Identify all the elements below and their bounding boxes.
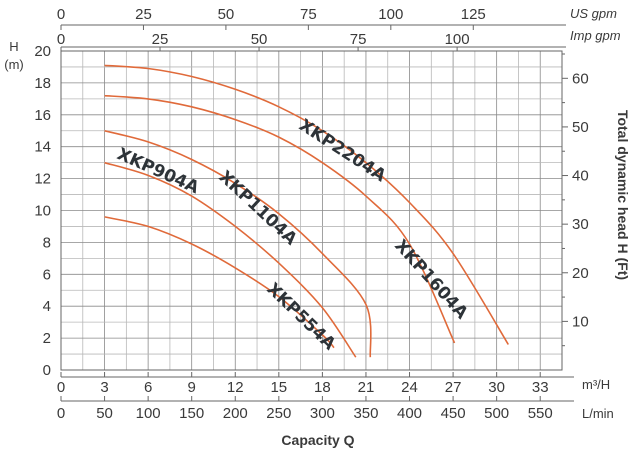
- y-tick-label-m: 2: [43, 330, 51, 347]
- x-tick-label-lmin: 500: [484, 405, 509, 422]
- y-tick-label-ft: 30: [572, 216, 589, 233]
- x-axis-impgpm-ticks: 0 25 50 75 100: [57, 31, 566, 51]
- x-axis-title: Capacity Q: [281, 432, 354, 448]
- curve-label-xkp904a: XKP904A: [114, 144, 203, 198]
- series-line-xkp904a: [104, 161, 357, 358]
- x-tick-label-impgpm: 50: [251, 31, 268, 48]
- x-tick-label-lmin: 150: [179, 405, 204, 422]
- x-tick-label-m3h: 30: [488, 379, 505, 396]
- x-tick-label-usgpm: 100: [378, 6, 403, 23]
- x-tick-label-impgpm: 0: [57, 31, 65, 48]
- y-tick-label-m: 14: [34, 139, 51, 156]
- y-label-h: H: [9, 39, 18, 54]
- x-tick-label-usgpm: 25: [135, 6, 152, 23]
- x-tick-label-usgpm: 50: [218, 6, 235, 23]
- y-axis-ft-ticks: 10 20 30 40 50 60: [562, 53, 589, 347]
- y-axis-right-title: Total dynamic head H (Ft): [615, 110, 631, 280]
- y-tick-label-m: 18: [34, 75, 51, 92]
- x-tick-label-m3h: 15: [270, 379, 287, 396]
- y-label-unit-m: (m): [4, 57, 24, 72]
- x-axis-m3h-ticks: 0 3 6 9 12 15 18 21 24 27 30 33: [57, 372, 574, 396]
- y-tick-label-m: 0: [43, 362, 51, 379]
- x-axis-lmin-unit: L/min: [582, 406, 614, 421]
- y-tick-label-ft: 60: [572, 70, 589, 87]
- plot-frame: [60, 50, 563, 371]
- series-line-xkp554a: [104, 216, 335, 349]
- x-tick-label-m3h: 27: [445, 379, 462, 396]
- x-tick-label-lmin: 550: [528, 405, 553, 422]
- y-tick-label-ft: 50: [572, 119, 589, 136]
- series-line-xkp1604a: [104, 94, 456, 344]
- series-line-xkp1104a: [104, 130, 372, 358]
- y-tick-label-m: 12: [34, 171, 51, 188]
- y-tick-label-ft: 10: [572, 313, 589, 330]
- y-tick-label-m: 10: [34, 203, 51, 220]
- x-tick-label-impgpm: 100: [445, 31, 470, 48]
- x-tick-label-m3h: 21: [358, 379, 375, 396]
- x-tick-label-impgpm: 75: [350, 31, 367, 48]
- y-tick-label-m: 4: [43, 298, 51, 315]
- series-line-xkp2204a: [104, 64, 509, 345]
- x-tick-label-m3h: 0: [57, 379, 65, 396]
- x-tick-label-lmin: 400: [397, 405, 422, 422]
- y-tick-label-m: 8: [43, 234, 51, 251]
- x-tick-label-lmin: 200: [223, 405, 248, 422]
- x-tick-label-m3h: 12: [227, 379, 244, 396]
- x-tick-label-usgpm: 75: [300, 6, 317, 23]
- curve-label-xkp1104a: XKP1104A: [215, 167, 302, 250]
- x-tick-label-m3h: 33: [532, 379, 549, 396]
- x-tick-label-lmin: 300: [310, 405, 335, 422]
- x-tick-label-m3h: 6: [144, 379, 152, 396]
- x-axis-usgpm-ticks: 0 25 50 75 100 125: [57, 6, 566, 30]
- grid-lines: [61, 51, 562, 370]
- x-axis-usgpm-unit: US gpm: [570, 6, 617, 21]
- x-tick-label-impgpm: 25: [152, 31, 169, 48]
- x-tick-label-usgpm: 125: [461, 6, 486, 23]
- x-tick-label-usgpm: 0: [57, 6, 65, 23]
- y-axis-m-ticks: 0 2 4 6 8 10 12 14 16 18 20: [34, 43, 51, 379]
- curve-label-xkp2204a: XKP2204A: [295, 115, 390, 186]
- x-axis-m3h-unit: m³/H: [582, 377, 610, 392]
- x-tick-label-lmin: 0: [57, 405, 65, 422]
- x-tick-label-lmin: 250: [266, 405, 291, 422]
- y-tick-label-ft: 20: [572, 265, 589, 282]
- x-tick-label-m3h: 18: [314, 379, 331, 396]
- y-tick-label-m: 16: [34, 107, 51, 124]
- x-tick-label-m3h: 3: [100, 379, 108, 396]
- y-tick-label-m: 6: [43, 266, 51, 283]
- x-tick-label-m3h: 24: [401, 379, 418, 396]
- series-lines: [104, 64, 509, 358]
- x-tick-label-lmin: 100: [136, 405, 161, 422]
- y-tick-label-m: 20: [34, 43, 51, 60]
- x-tick-label-m3h: 9: [188, 379, 196, 396]
- x-axis-impgpm-unit: Imp gpm: [570, 28, 621, 43]
- x-axis-lmin-ticks: 0 50 100 150 200 250 300 350 400 450 500 550: [57, 396, 574, 422]
- y-tick-label-ft: 40: [572, 168, 589, 185]
- x-tick-label-lmin: 450: [441, 405, 466, 422]
- x-tick-label-lmin: 50: [96, 405, 113, 422]
- x-tick-label-lmin: 350: [353, 405, 378, 422]
